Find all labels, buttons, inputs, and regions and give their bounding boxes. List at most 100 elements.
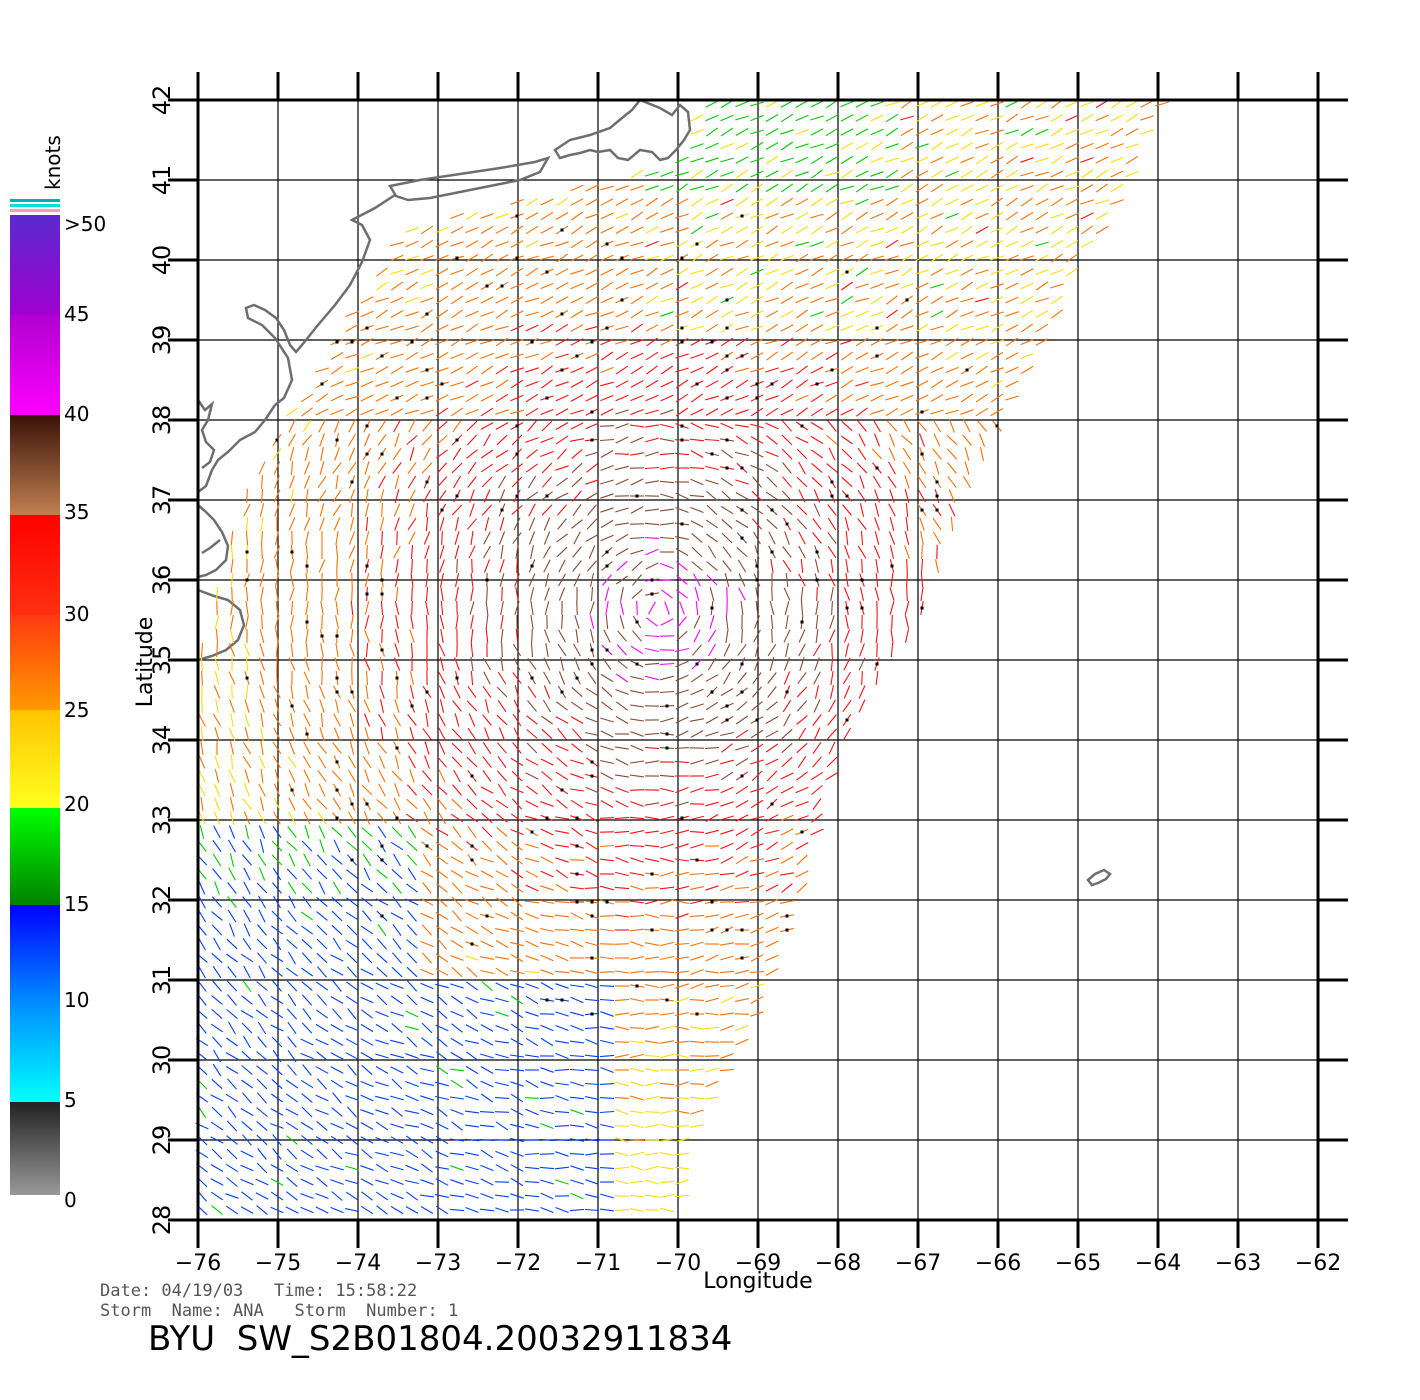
wind-vector	[600, 408, 614, 416]
wind-vector	[735, 325, 749, 331]
wind-vector	[782, 699, 792, 713]
wind-vector	[470, 573, 474, 587]
rain-flag-dot	[455, 438, 459, 442]
wind-vector	[660, 380, 674, 388]
wind-vector	[391, 1022, 403, 1034]
wind-vector	[600, 507, 614, 513]
wind-vector	[494, 1068, 510, 1072]
wind-vector	[675, 858, 689, 862]
wind-vector	[660, 423, 674, 429]
wind-vector	[256, 1078, 268, 1090]
wind-vector	[405, 393, 419, 403]
wind-vector	[540, 856, 554, 864]
wind-vector	[378, 769, 386, 783]
wind-vector	[555, 1206, 569, 1214]
wind-vector	[630, 408, 644, 416]
wind-vector	[645, 451, 659, 457]
wind-vector	[570, 211, 584, 221]
wind-vector	[585, 983, 599, 989]
wind-vector	[934, 559, 940, 573]
wind-vector	[614, 816, 630, 820]
wind-vector	[735, 424, 749, 428]
wind-vector	[244, 769, 250, 783]
wind-vector	[287, 1021, 297, 1035]
wind-vector	[735, 100, 749, 108]
wind-vector	[750, 729, 764, 739]
wind-vector	[811, 813, 823, 823]
rain-flag-dot	[515, 452, 519, 456]
wind-vector	[676, 561, 688, 571]
wind-vector	[695, 600, 699, 616]
wind-vector	[840, 211, 854, 221]
wind-vector	[541, 462, 553, 474]
wind-vector	[438, 769, 446, 783]
lat-tick-label: 39	[148, 325, 176, 356]
wind-vector	[721, 518, 733, 530]
wind-vector	[511, 505, 523, 515]
wind-vector	[318, 825, 326, 839]
wind-vector	[945, 337, 959, 347]
wind-vector	[855, 211, 869, 221]
wind-vector	[945, 212, 959, 220]
wind-vector	[689, 872, 705, 876]
wind-vector	[450, 1037, 464, 1047]
wind-vector	[260, 586, 264, 602]
wind-vector	[945, 409, 959, 415]
wind-vector	[674, 1194, 690, 1198]
wind-vector	[960, 325, 974, 331]
wind-vector	[197, 909, 207, 923]
wind-vector	[990, 283, 1004, 289]
wind-vector	[272, 825, 282, 839]
rain-flag-dot	[770, 802, 774, 806]
wind-vector	[333, 727, 341, 741]
wind-vector	[395, 559, 399, 573]
wind-vector	[675, 843, 689, 849]
wind-vector	[421, 434, 433, 446]
wind-vector	[495, 1053, 509, 1059]
wind-vector	[629, 1027, 645, 1029]
wind-vector	[660, 843, 674, 849]
wind-vector	[615, 1025, 629, 1031]
wind-vector	[660, 227, 674, 233]
rain-flag-dot	[560, 368, 564, 372]
wind-vector	[705, 814, 719, 822]
wind-vector	[361, 938, 373, 950]
wind-vector	[419, 1082, 435, 1086]
wind-vector	[795, 296, 809, 304]
wind-vector	[421, 1149, 433, 1159]
wind-vector	[260, 530, 264, 546]
wind-vector	[210, 1121, 224, 1131]
wind-vector	[630, 269, 644, 275]
wind-vector	[539, 1097, 555, 1099]
wind-vector	[690, 253, 704, 263]
wind-vector	[243, 909, 251, 923]
wind-vector	[602, 574, 612, 586]
wind-vector	[735, 785, 749, 795]
wind-vector	[858, 685, 866, 699]
wind-vector	[585, 492, 599, 500]
wind-vector	[240, 1010, 254, 1018]
wind-vector	[451, 966, 463, 978]
wind-vector	[1095, 129, 1109, 135]
rain-flag-dot	[680, 438, 684, 442]
wind-vector	[435, 282, 449, 290]
wind-vector	[828, 573, 836, 587]
wind-vector	[405, 255, 419, 261]
wind-vector	[1020, 295, 1034, 305]
rain-flag-dot	[455, 494, 459, 498]
wind-vector	[394, 699, 400, 713]
wind-vector	[554, 914, 570, 918]
wind-vector	[524, 971, 540, 973]
wind-vector	[660, 1138, 674, 1142]
wind-vector	[948, 489, 956, 503]
wind-vector	[495, 1081, 509, 1087]
wind-vector	[873, 545, 881, 559]
wind-vector	[495, 1207, 509, 1213]
wind-vector	[659, 579, 675, 581]
wind-vector	[705, 829, 719, 835]
wind-vector	[525, 353, 539, 359]
wind-vector	[540, 1067, 554, 1073]
wind-vector	[270, 1009, 284, 1019]
wind-vector	[275, 530, 279, 546]
wind-vector	[645, 394, 659, 402]
